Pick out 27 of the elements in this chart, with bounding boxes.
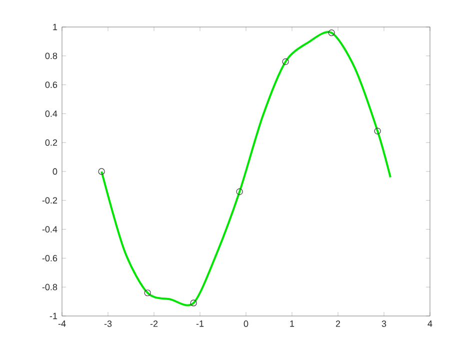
y-tick-label: 0 (52, 168, 58, 175)
y-tick-label: -0.8 (42, 284, 58, 290)
y-tick-label: -0.2 (42, 197, 58, 204)
y-tick-label: 1 (53, 24, 58, 30)
point (374, 128, 381, 134)
x-tick-label: 2 (336, 320, 340, 327)
point (282, 58, 289, 65)
y-tick-label: 0.4 (45, 110, 58, 117)
y-tick-label: -0.6 (42, 254, 58, 262)
point (236, 188, 243, 196)
y-tick-label: -1 (50, 312, 58, 320)
x-tick-label: -1 (196, 320, 204, 327)
x-tick-label: 3 (382, 320, 386, 327)
x-tick-label: -2 (150, 320, 158, 327)
y-tick-label: 0.8 (45, 52, 58, 60)
point (98, 168, 105, 175)
point (190, 300, 197, 306)
y-tick-label: -0.4 (42, 226, 58, 232)
x-tick-label: -3 (104, 320, 112, 327)
y-tick-label: 0.2 (45, 139, 58, 146)
x-tick-label: 4 (428, 320, 432, 327)
x-tick-label: 1 (290, 320, 294, 327)
x-tick-label: -4 (58, 320, 66, 327)
y-tick-label: 0.6 (45, 82, 58, 88)
point (144, 290, 151, 296)
point (328, 29, 335, 36)
x-tick-label: 0 (244, 320, 248, 327)
